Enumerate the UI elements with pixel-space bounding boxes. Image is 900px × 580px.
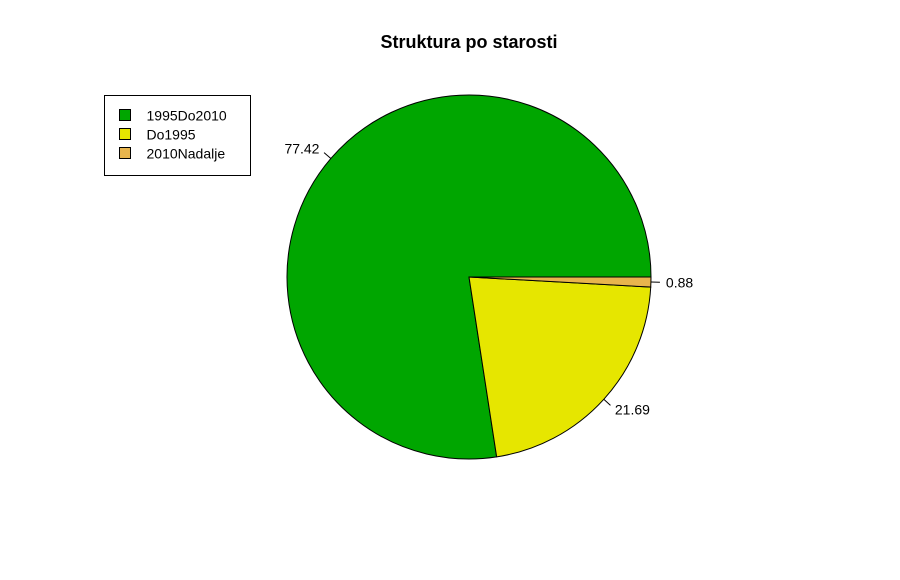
legend-swatch-Do1995 [120,129,131,140]
legend-label-1995Do2010: 1995Do2010 [147,108,227,124]
legend-label-Do1995: Do1995 [147,127,196,143]
slice-label-tick-1995Do2010 [324,153,331,159]
pie-slice-Do1995 [469,277,651,457]
chart-title: Struktura po starosti [380,32,557,52]
legend-swatch-2010Nadalje [120,148,131,159]
pie-slices [287,95,651,459]
legend: 1995Do2010 Do1995 2010Nadalje [105,96,251,176]
legend-label-2010Nadalje: 2010Nadalje [147,146,226,162]
legend-swatch-1995Do2010 [120,110,131,121]
slice-label-2010Nadalje: 0.88 [666,274,693,290]
slice-label-Do1995: 21.69 [615,401,650,417]
slice-label-1995Do2010: 77.42 [284,141,319,157]
slice-label-tick-Do1995 [604,399,611,405]
